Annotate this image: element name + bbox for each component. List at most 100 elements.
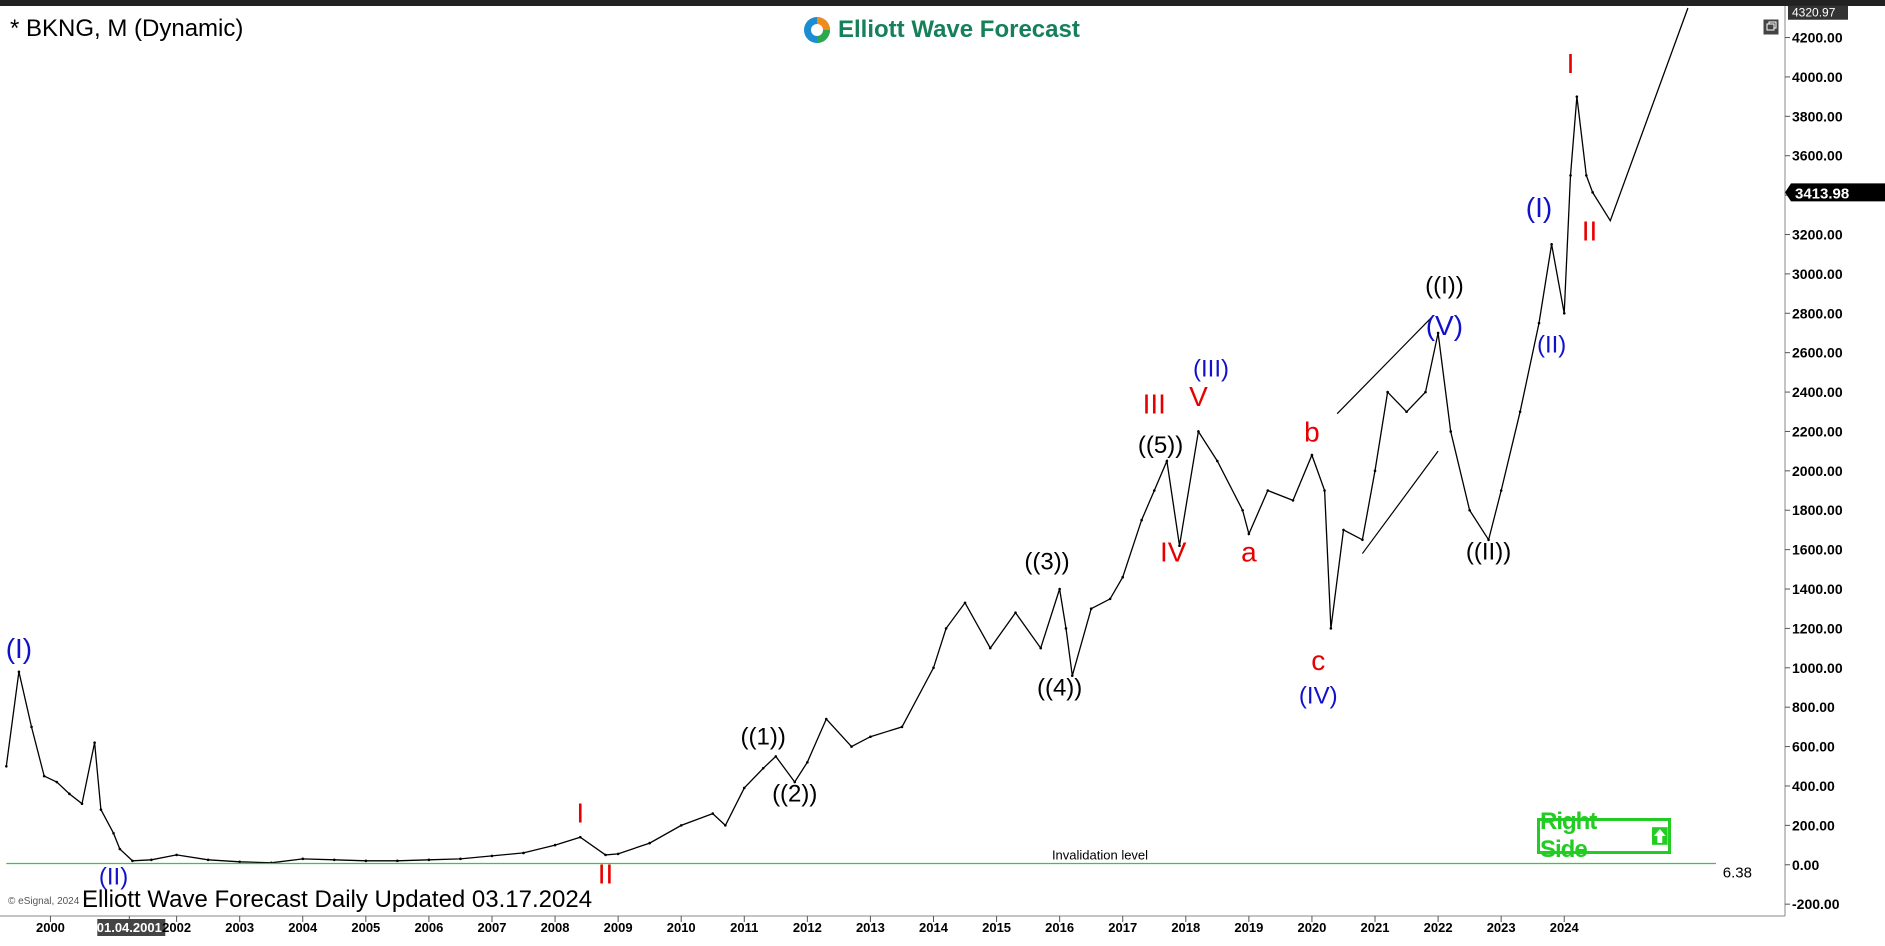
price-point <box>900 725 904 729</box>
channel-line <box>1361 450 1439 554</box>
x-tick-label: 2015 <box>982 920 1011 935</box>
x-tick-label: 2009 <box>604 920 633 935</box>
price-point <box>1537 321 1541 325</box>
price-point <box>1499 489 1503 492</box>
wave-label: ((2)) <box>772 781 817 808</box>
price-point <box>1468 508 1471 512</box>
price-point <box>175 853 178 857</box>
price-point <box>1424 390 1427 394</box>
price-point <box>396 859 399 863</box>
price-point <box>1310 453 1314 457</box>
y-tick-label: 600.00 <box>1792 739 1835 755</box>
y-tick-label: 400.00 <box>1792 778 1835 794</box>
price-point <box>5 764 8 768</box>
price-point <box>206 858 210 862</box>
price-point <box>1014 611 1017 614</box>
price-point <box>869 735 872 739</box>
invalidation-value: 6.38 <box>1723 865 1752 882</box>
up-arrow-icon <box>1652 827 1668 845</box>
price-point <box>806 761 809 764</box>
y-tick-label: 1400.00 <box>1792 581 1843 597</box>
price-point <box>932 666 935 670</box>
wave-label: a <box>1241 536 1257 567</box>
x-tick-label: 2010 <box>667 920 696 935</box>
price-point <box>99 808 103 811</box>
price-point <box>1329 627 1333 630</box>
wave-label: (III) <box>1193 355 1229 382</box>
price-point <box>742 786 746 790</box>
price-point <box>150 858 153 862</box>
price-point <box>1121 575 1125 579</box>
x-tick-label: 2004 <box>288 920 318 935</box>
y-tick-label: 800.00 <box>1792 699 1835 715</box>
price-point <box>1342 528 1345 532</box>
price-series-line <box>5 96 1594 864</box>
price-point <box>850 745 853 748</box>
x-tick-label: 2019 <box>1234 920 1263 935</box>
wave-label: (V) <box>1426 310 1463 341</box>
right-side-button[interactable]: Right Side <box>1537 808 1671 863</box>
x-tick-label: 2021 <box>1361 920 1390 935</box>
wave-label: IV <box>1160 536 1187 567</box>
x-tick-label: 2000 <box>36 920 65 935</box>
wave-label: (I) <box>1526 192 1552 223</box>
restore-window-icon[interactable] <box>1763 19 1779 35</box>
price-point <box>679 824 683 827</box>
wave-label: b <box>1304 416 1320 447</box>
x-tick-label: 2007 <box>478 920 507 935</box>
price-point <box>963 601 967 605</box>
x-tick-label: 2005 <box>351 920 380 935</box>
price-point <box>1108 597 1112 601</box>
price-point <box>1373 469 1377 473</box>
x-tick-label: 2020 <box>1297 920 1326 935</box>
brand-name: Elliott Wave Forecast <box>838 16 1080 43</box>
wave-label: (II) <box>1537 332 1566 359</box>
x-tick-label: 2017 <box>1108 920 1137 935</box>
wave-label: ((5)) <box>1138 432 1183 459</box>
high-price-tag-label: 4320.97 <box>1792 6 1836 20</box>
price-point <box>364 859 368 863</box>
wave-label: (II) <box>99 863 128 890</box>
x-tick-label: 2011 <box>730 920 758 935</box>
price-point <box>824 717 828 721</box>
price-point <box>42 774 46 778</box>
x-tick-label: 2023 <box>1487 920 1516 935</box>
x-tick-label: 2008 <box>541 920 570 935</box>
price-point <box>1197 430 1200 433</box>
y-tick-label: 2200.00 <box>1792 423 1843 439</box>
x-tick-label: 2012 <box>793 920 822 935</box>
wave-label: ((II)) <box>1466 538 1511 565</box>
last-price-tag-label: 3413.98 <box>1795 185 1849 202</box>
x-tick-label: 01.04.2001 <box>97 920 162 935</box>
price-point <box>131 859 134 863</box>
price-point <box>301 857 305 861</box>
price-point <box>604 853 607 857</box>
x-tick-label: 2014 <box>919 920 949 935</box>
price-point <box>55 780 59 784</box>
y-tick-label: 0.00 <box>1792 857 1819 873</box>
x-tick-label: 2024 <box>1550 920 1580 935</box>
price-point <box>1039 646 1043 650</box>
price-point <box>711 812 715 815</box>
price-point <box>1405 410 1408 414</box>
price-point <box>988 646 992 650</box>
price-point <box>1247 532 1251 536</box>
y-tick-label: 1000.00 <box>1792 660 1843 676</box>
projection-path <box>1592 7 1689 223</box>
price-point <box>1216 459 1219 463</box>
y-tick-label: -200.00 <box>1792 896 1840 912</box>
wave-label: ((4)) <box>1037 674 1082 701</box>
brand-logo: Elliott Wave Forecast <box>802 12 1080 48</box>
x-tick-label: 2018 <box>1171 920 1200 935</box>
price-point <box>93 741 96 744</box>
price-point <box>1585 174 1588 177</box>
price-point <box>1241 508 1244 512</box>
brand-swirl-icon <box>804 17 830 43</box>
wave-label: ((3)) <box>1024 548 1069 575</box>
price-point <box>1575 95 1579 98</box>
y-tick-label: 2400.00 <box>1792 384 1843 400</box>
y-tick-label: 4200.00 <box>1792 30 1843 46</box>
y-tick-label: 2800.00 <box>1792 305 1843 321</box>
